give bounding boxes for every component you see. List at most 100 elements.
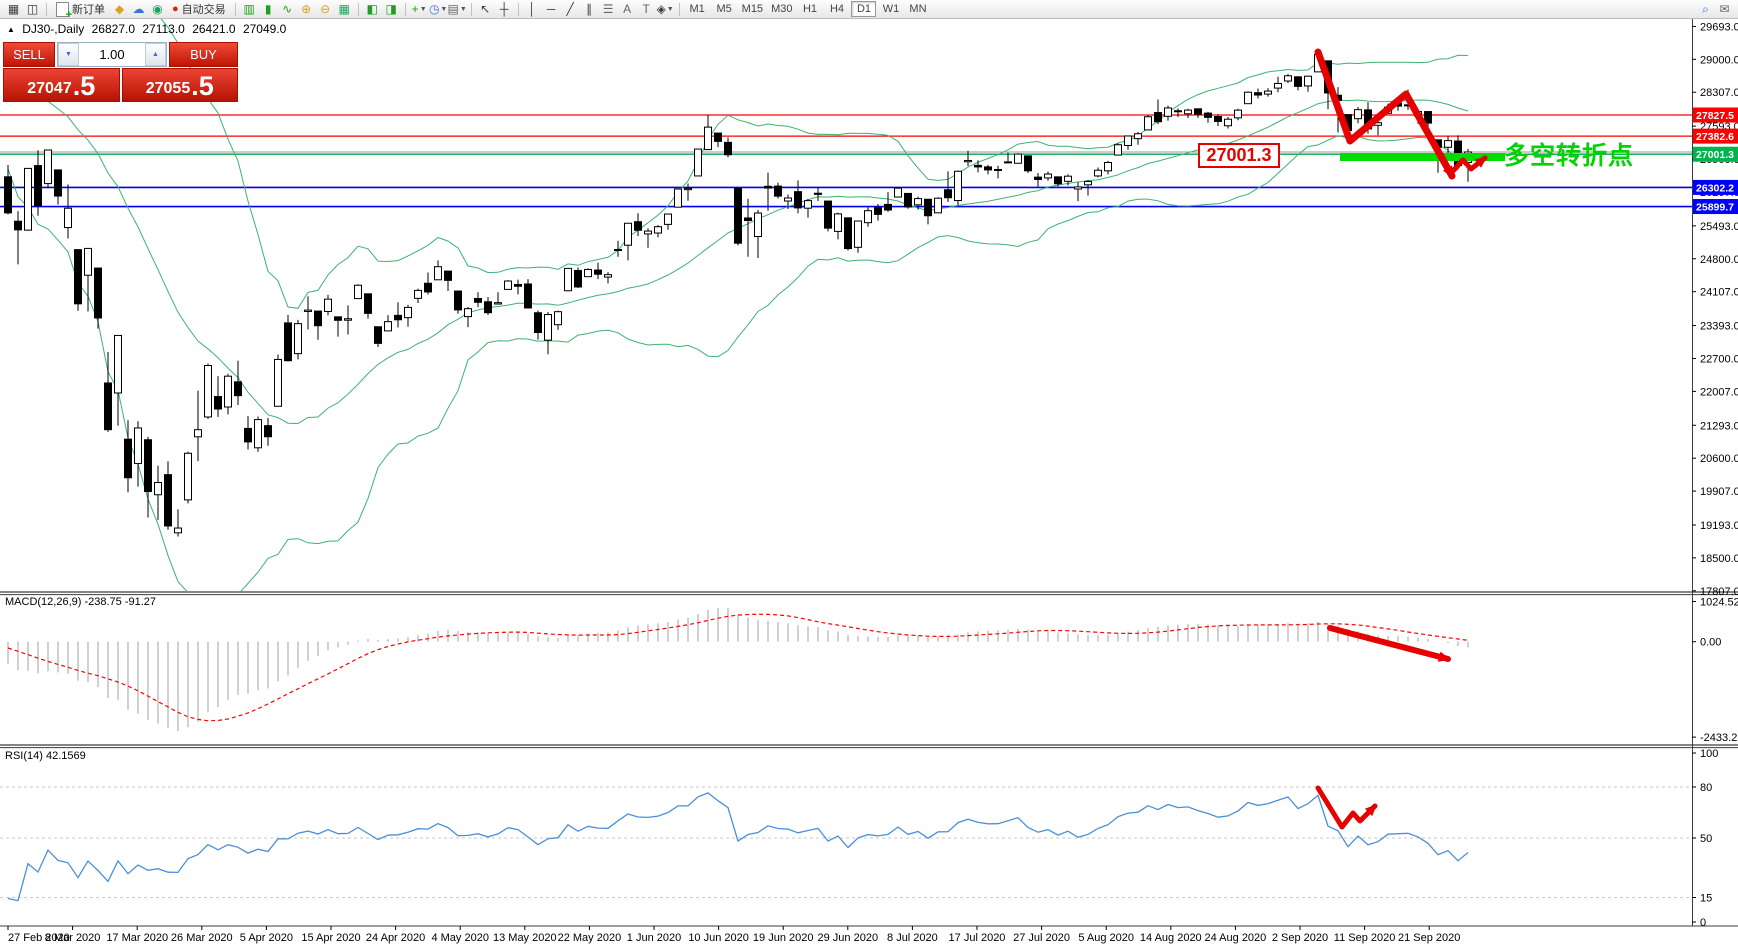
buy-button[interactable]: BUY bbox=[169, 42, 238, 67]
macd-red-arrow[interactable] bbox=[1327, 625, 1451, 662]
quote-high: 27113.0 bbox=[142, 22, 185, 36]
tab-timeframe-h1[interactable]: H1 bbox=[802, 3, 817, 15]
cursor-icon[interactable]: ↖ bbox=[480, 2, 491, 16]
price-tick-label: 28307.0 bbox=[1700, 87, 1738, 99]
rsi-tick-label: 50 bbox=[1700, 833, 1712, 845]
tile-windows-icon[interactable]: ▦ bbox=[338, 2, 350, 16]
add-indicator-icon[interactable]: + ▼ bbox=[411, 2, 427, 16]
candle bbox=[644, 230, 652, 235]
fibonacci-icon[interactable]: ☰ bbox=[602, 2, 614, 16]
zoom-out-icon[interactable]: ⊖ bbox=[320, 2, 331, 16]
chart-shift-icon[interactable]: ◨ bbox=[385, 2, 397, 16]
symbol-period: DJ30-,Daily bbox=[22, 22, 85, 36]
crosshair-icon[interactable]: ┼ bbox=[499, 2, 509, 16]
tab-timeframe-m1[interactable]: M1 bbox=[689, 3, 705, 15]
shapes-icon[interactable]: ◈ ▼ bbox=[656, 2, 674, 16]
date-label: 24 Aug 2020 bbox=[1205, 932, 1267, 944]
periods-clock-icon[interactable]: ◷ ▼ bbox=[428, 2, 448, 16]
candle bbox=[824, 200, 832, 229]
candle bbox=[214, 396, 222, 410]
equidistant-channel-icon[interactable]: ∥ bbox=[586, 2, 593, 16]
candle bbox=[1154, 112, 1162, 123]
candle bbox=[254, 419, 262, 449]
market-icon[interactable]: ☁ bbox=[132, 2, 145, 16]
tab-timeframe-w1[interactable]: W1 bbox=[882, 3, 900, 15]
sell-price-button[interactable]: 27047 .5 bbox=[3, 68, 120, 102]
date-label: 10 Jun 2020 bbox=[688, 932, 749, 944]
bar-chart-icon[interactable]: ▥ bbox=[243, 2, 255, 16]
rsi-red-arrow[interactable] bbox=[1315, 785, 1378, 830]
bb-lower-band bbox=[7, 135, 1469, 592]
candle bbox=[194, 429, 202, 438]
date-label: 2 Sep 2020 bbox=[1272, 932, 1328, 944]
buy-price-frac: .5 bbox=[191, 71, 214, 101]
price-annotation-label[interactable]: 27001.3 bbox=[1198, 143, 1280, 168]
new-order-button[interactable]: 新订单 bbox=[51, 1, 110, 21]
indicator-list-icon[interactable]: ◆ bbox=[114, 2, 125, 16]
candle bbox=[54, 169, 62, 197]
candle bbox=[144, 439, 152, 493]
candle bbox=[1134, 133, 1142, 140]
sell-button[interactable]: SELL bbox=[3, 42, 55, 67]
candle bbox=[184, 452, 192, 501]
volume-increase-button[interactable]: ▲ bbox=[145, 43, 166, 66]
new-chart-icon[interactable]: ▦ bbox=[7, 2, 20, 16]
candle bbox=[614, 248, 622, 251]
candle bbox=[634, 221, 642, 231]
price-tick-label: 25493.0 bbox=[1700, 221, 1738, 233]
horizontal-line-icon[interactable]: ─ bbox=[546, 2, 556, 16]
text-icon[interactable]: A bbox=[623, 2, 632, 16]
tab-timeframe-m15[interactable]: M15 bbox=[741, 3, 764, 15]
buy-price-button[interactable]: 27055 .5 bbox=[121, 68, 238, 102]
candle bbox=[594, 269, 602, 275]
candle bbox=[684, 187, 692, 191]
tab-timeframe-m30[interactable]: M30 bbox=[771, 3, 793, 15]
tab-timeframe-d1[interactable]: D1 bbox=[851, 1, 877, 17]
trendline-icon[interactable]: ╱ bbox=[566, 2, 574, 16]
macd-panel bbox=[7, 607, 1469, 731]
price-tick-label: 17807.0 bbox=[1700, 586, 1738, 598]
zoom-in-icon[interactable]: ⊕ bbox=[301, 2, 312, 16]
line-chart-icon[interactable]: ∿ bbox=[282, 2, 293, 16]
candle bbox=[674, 188, 682, 208]
volume-value[interactable]: 1.00 bbox=[99, 47, 125, 62]
macd-tick-label: -2433.25 bbox=[1700, 732, 1738, 744]
text-label-icon[interactable]: T bbox=[642, 2, 650, 16]
candle bbox=[1254, 92, 1262, 96]
candle bbox=[544, 314, 552, 341]
price-badge-label: 25899.7 bbox=[1696, 202, 1734, 214]
candle bbox=[654, 226, 662, 234]
candle bbox=[1164, 107, 1172, 117]
candle bbox=[884, 203, 892, 211]
auto-scroll-icon[interactable]: ◧ bbox=[366, 2, 378, 16]
red-wavy-arrow[interactable] bbox=[1449, 155, 1488, 175]
auto-trading-button[interactable]: ● 自动交易 bbox=[167, 1, 231, 18]
candlestick-chart-icon[interactable]: ▮ bbox=[264, 2, 272, 16]
candle bbox=[344, 318, 352, 321]
vertical-line-icon[interactable]: │ bbox=[528, 2, 536, 16]
turning-point-text[interactable]: 多空转折点 bbox=[1504, 141, 1635, 170]
tab-timeframe-h4[interactable]: H4 bbox=[829, 3, 844, 15]
candle bbox=[1114, 144, 1122, 156]
green-highlight-bar[interactable] bbox=[1340, 153, 1505, 161]
date-label: 13 May 2020 bbox=[493, 932, 557, 944]
profiles-icon[interactable]: ◫ bbox=[26, 2, 39, 16]
volume-decrease-button[interactable]: ▼ bbox=[58, 43, 79, 66]
tab-timeframe-mn[interactable]: MN bbox=[909, 3, 927, 15]
candle bbox=[984, 166, 992, 171]
candle bbox=[384, 321, 392, 332]
date-label: 8 Jul 2020 bbox=[887, 932, 938, 944]
templates-icon[interactable]: ▤ ▼ bbox=[447, 2, 467, 16]
tab-timeframe-m5[interactable]: M5 bbox=[716, 3, 732, 15]
signals-icon[interactable]: ◉ bbox=[152, 2, 163, 16]
candle bbox=[814, 192, 822, 195]
candle bbox=[1004, 161, 1012, 164]
red-zigzag-arrow[interactable] bbox=[1314, 48, 1456, 180]
chat-icon[interactable]: ✉ bbox=[1719, 2, 1730, 16]
quote-low: 26421.0 bbox=[192, 22, 236, 36]
candle bbox=[954, 170, 962, 202]
search-icon[interactable]: ⌕ bbox=[1702, 2, 1709, 16]
candle bbox=[34, 165, 42, 207]
price-axis: 29693.029000.028307.027593.026900.026207… bbox=[1692, 21, 1738, 929]
